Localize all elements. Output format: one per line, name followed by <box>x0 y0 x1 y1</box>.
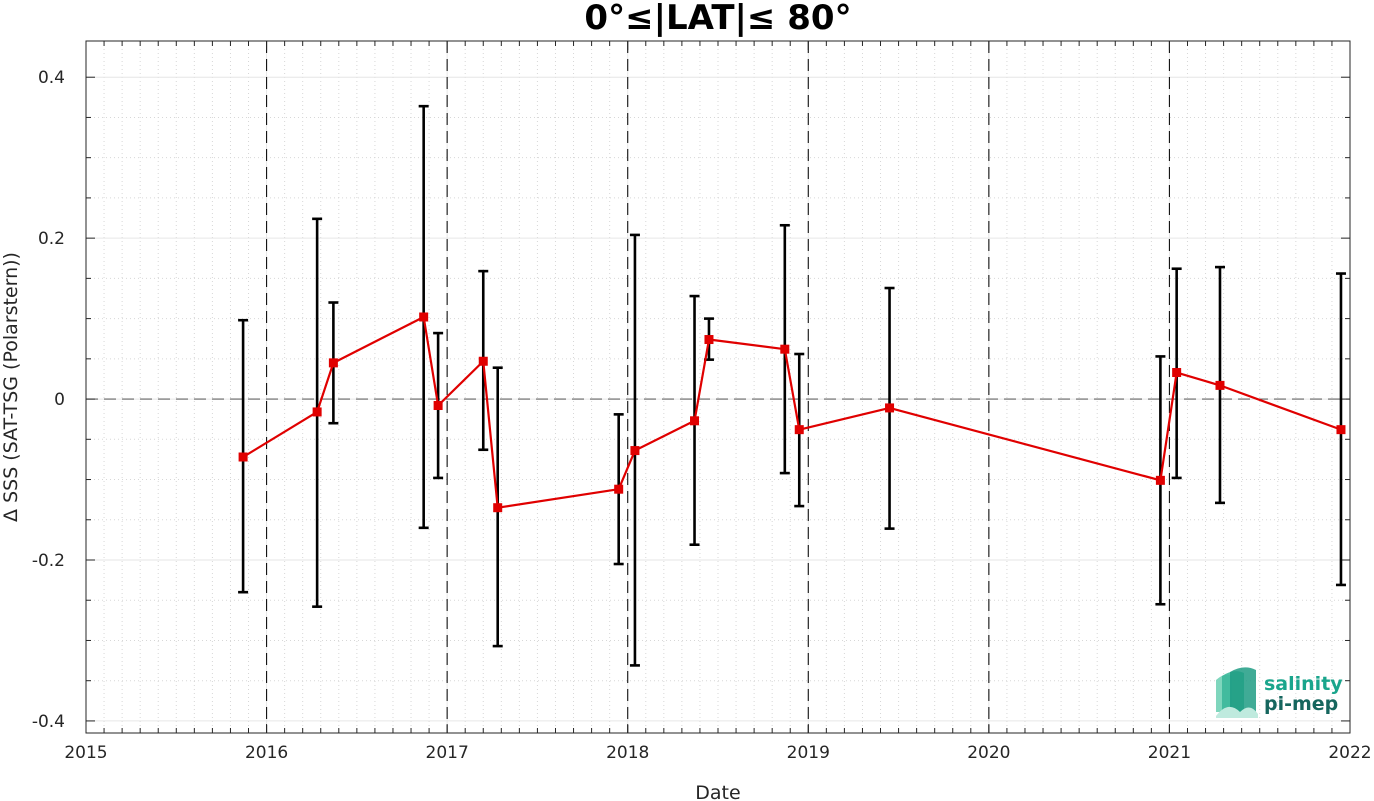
data-point-marker <box>794 425 804 435</box>
data-point-marker <box>780 344 790 354</box>
y-tick-label: 0.4 <box>38 68 65 88</box>
logo-text-line1: salinity <box>1264 673 1343 695</box>
data-point-marker <box>690 416 700 426</box>
data-point-marker <box>1215 380 1225 390</box>
x-tick-label: 2017 <box>426 743 469 763</box>
data-point-marker <box>1172 368 1182 378</box>
data-point-marker <box>885 403 895 413</box>
series-markers <box>238 312 1346 513</box>
data-point-marker <box>238 452 248 462</box>
data-point-marker <box>704 335 714 345</box>
data-point-marker <box>419 312 429 322</box>
data-point-marker <box>1155 475 1165 485</box>
data-point-marker <box>328 358 338 368</box>
y-axis-label: Δ SSS (SAT-TSG (Polarstern)) <box>0 252 22 522</box>
data-point-marker <box>312 407 322 417</box>
year-boundary-lines <box>266 41 1170 733</box>
x-tick-label: 2022 <box>1328 743 1371 763</box>
data-point-marker <box>1336 425 1346 435</box>
y-tick-label: -0.4 <box>32 712 65 732</box>
data-point-marker <box>630 446 640 456</box>
y-tick-label: 0.2 <box>38 229 65 249</box>
x-tick-label: 2016 <box>245 743 288 763</box>
data-point-marker <box>614 484 624 494</box>
data-point-marker <box>493 503 503 513</box>
x-tick-label: 2018 <box>606 743 649 763</box>
x-tick-label: 2015 <box>64 743 107 763</box>
grid <box>85 41 1351 733</box>
data-point-marker <box>478 356 488 366</box>
y-tick-labels: -0.4 -0.2 0 0.2 0.4 <box>32 68 65 732</box>
x-tick-label: 2019 <box>787 743 830 763</box>
salinity-pi-mep-logo: salinity pi-mep <box>1216 667 1343 718</box>
logo-text-line2: pi-mep <box>1264 693 1338 715</box>
x-tick-label: 2021 <box>1148 743 1191 763</box>
data-point-marker <box>433 401 443 411</box>
y-tick-label: 0 <box>54 390 65 410</box>
x-tick-labels: 2015 2016 2017 2018 2019 2020 2021 2022 <box>64 743 1371 763</box>
axis-ticks <box>85 41 1351 733</box>
chart-title: 0°≤|LAT|≤ 80° <box>584 0 851 38</box>
logo-wave-icon <box>1216 667 1258 718</box>
series-line <box>242 315 1342 509</box>
x-axis-label: Date <box>695 782 740 801</box>
y-tick-label: -0.2 <box>32 551 65 571</box>
x-tick-label: 2020 <box>967 743 1010 763</box>
